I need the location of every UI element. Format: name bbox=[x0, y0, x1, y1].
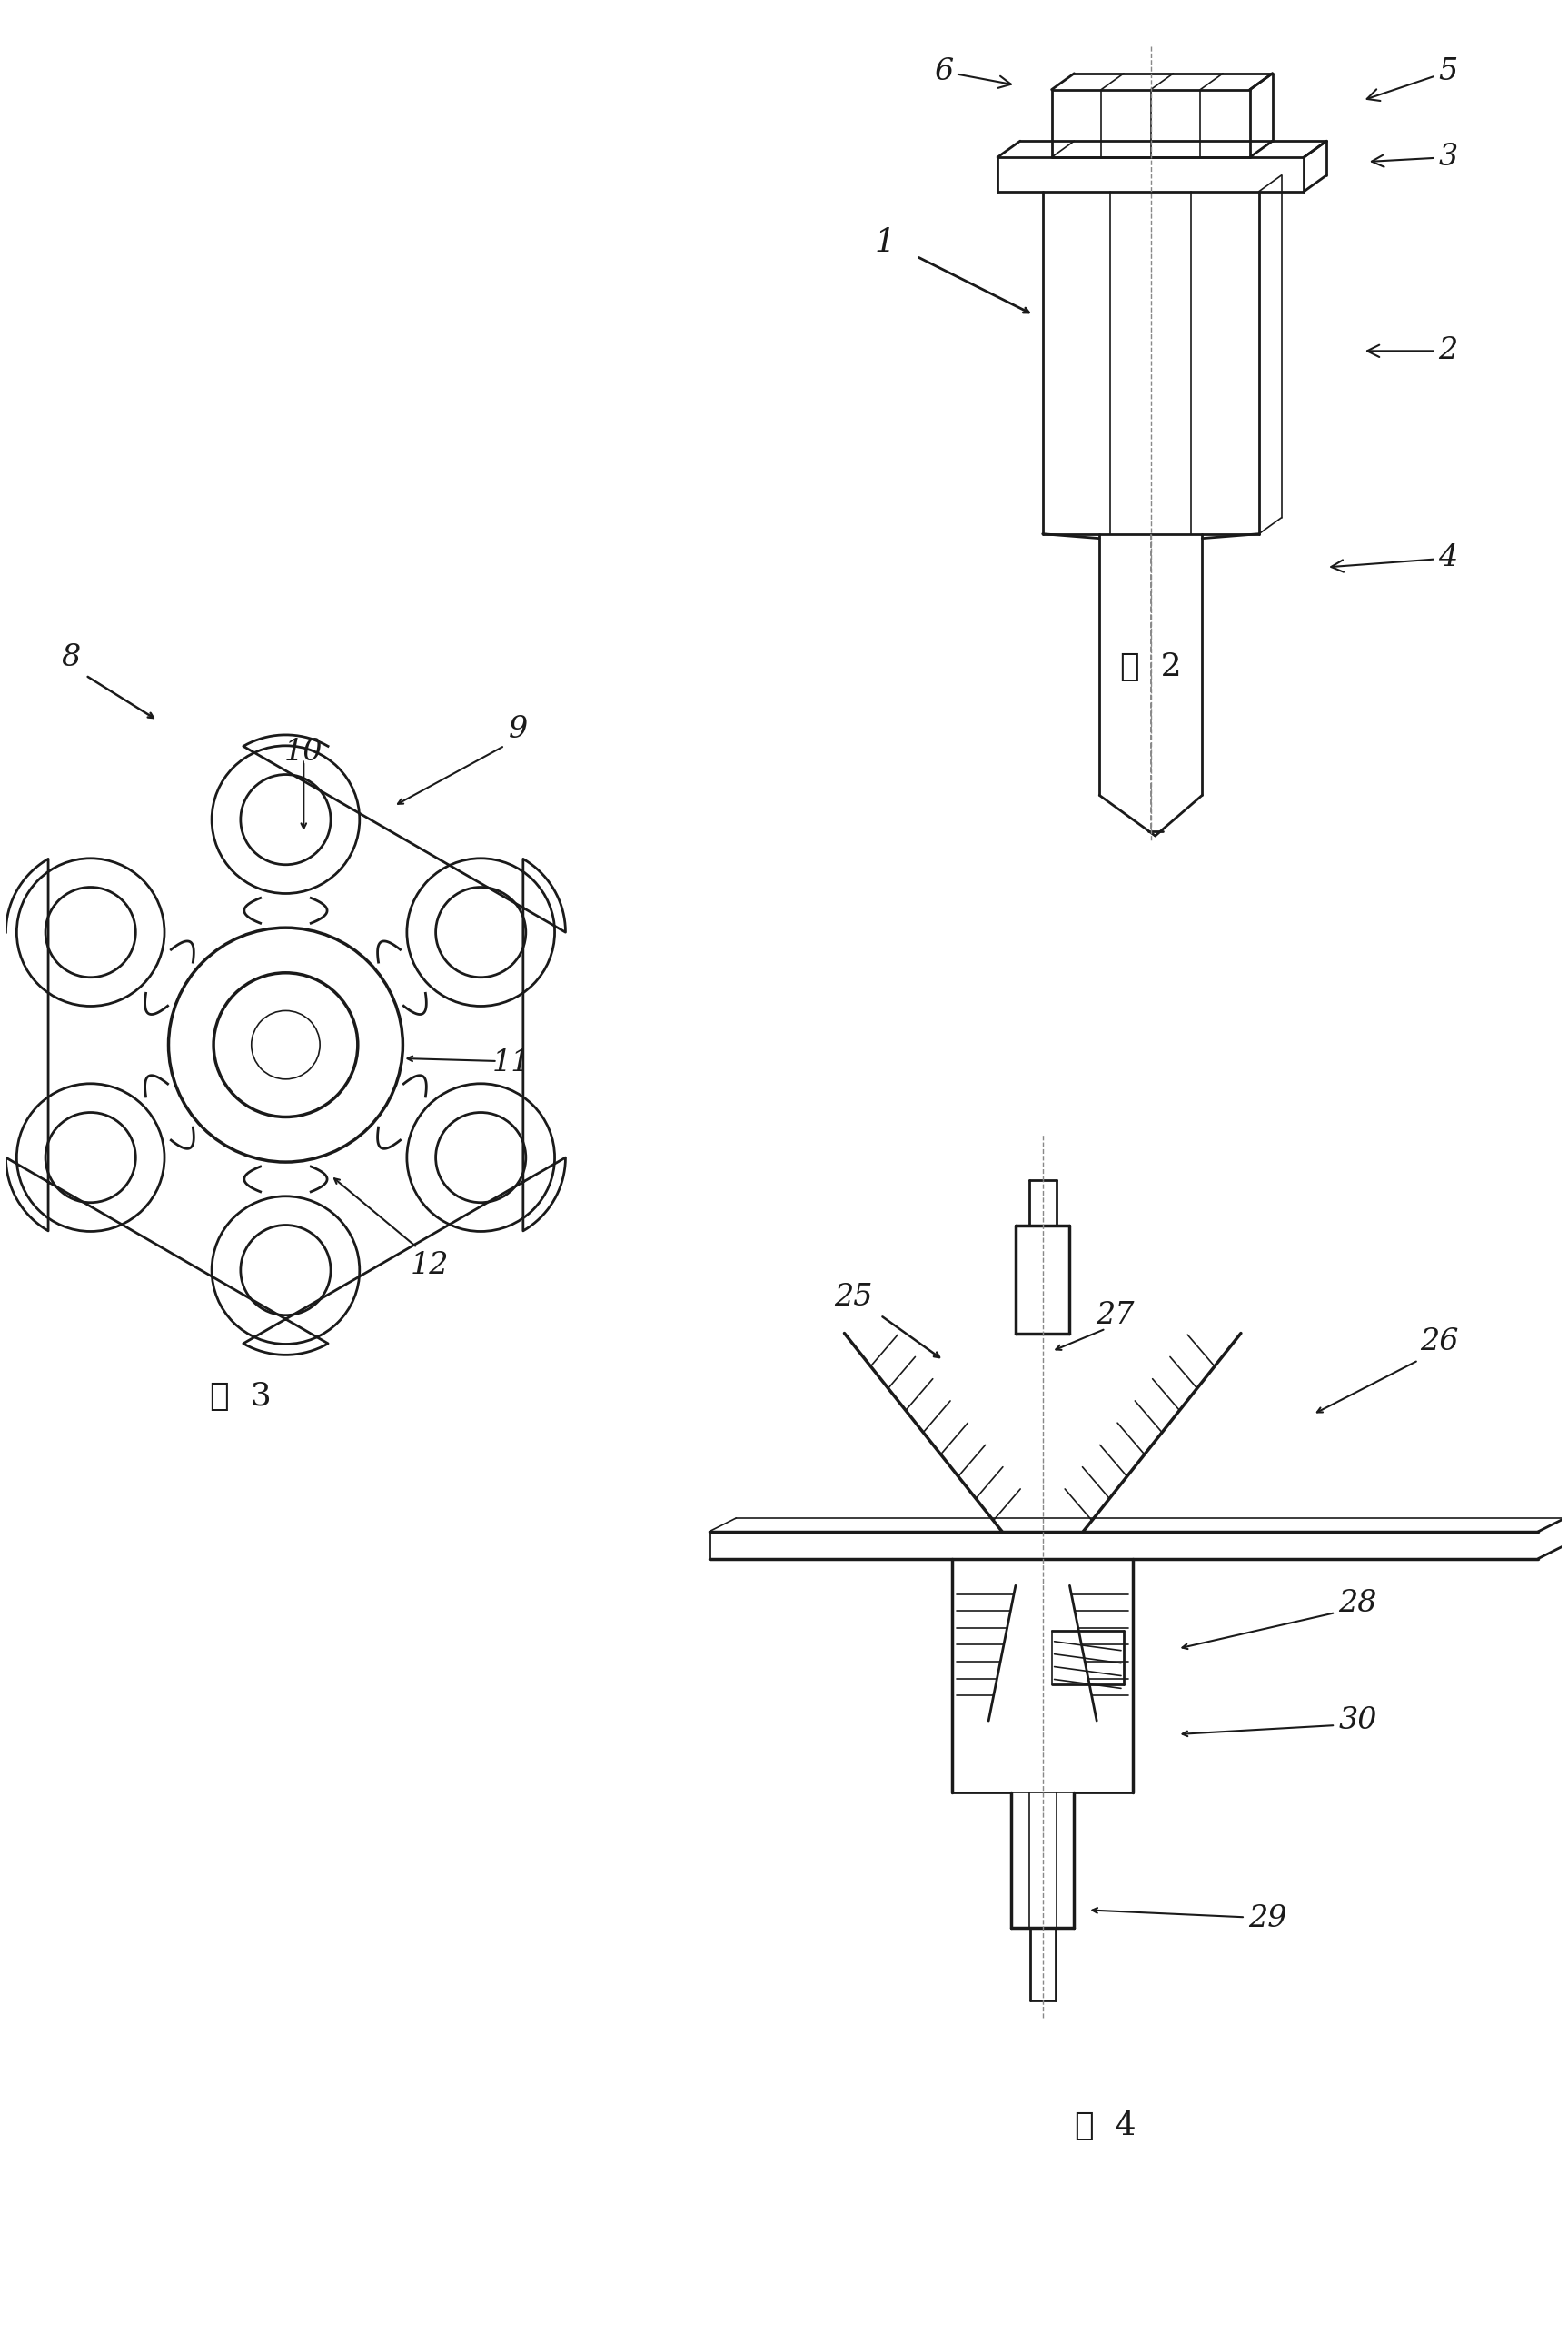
Text: 11: 11 bbox=[492, 1047, 530, 1078]
Text: 9: 9 bbox=[508, 715, 528, 745]
Text: 28: 28 bbox=[1339, 1589, 1377, 1619]
Text: 3: 3 bbox=[1372, 143, 1458, 171]
Text: 图  3: 图 3 bbox=[210, 1380, 271, 1413]
Text: 10: 10 bbox=[284, 738, 323, 766]
Text: 图  4: 图 4 bbox=[1076, 2111, 1137, 2142]
Text: 29: 29 bbox=[1248, 1905, 1287, 1933]
Text: 6: 6 bbox=[935, 56, 1011, 89]
Text: 25: 25 bbox=[834, 1282, 873, 1312]
Text: 图  2: 图 2 bbox=[1120, 651, 1181, 682]
Text: 2: 2 bbox=[1367, 337, 1458, 366]
Text: 26: 26 bbox=[1421, 1328, 1458, 1357]
Text: 8: 8 bbox=[61, 642, 82, 672]
Text: 12: 12 bbox=[411, 1251, 448, 1279]
Text: 4: 4 bbox=[1331, 544, 1458, 572]
Text: 5: 5 bbox=[1367, 56, 1458, 101]
Text: 27: 27 bbox=[1096, 1300, 1134, 1331]
Text: 1: 1 bbox=[875, 227, 895, 258]
Text: 30: 30 bbox=[1339, 1706, 1377, 1736]
